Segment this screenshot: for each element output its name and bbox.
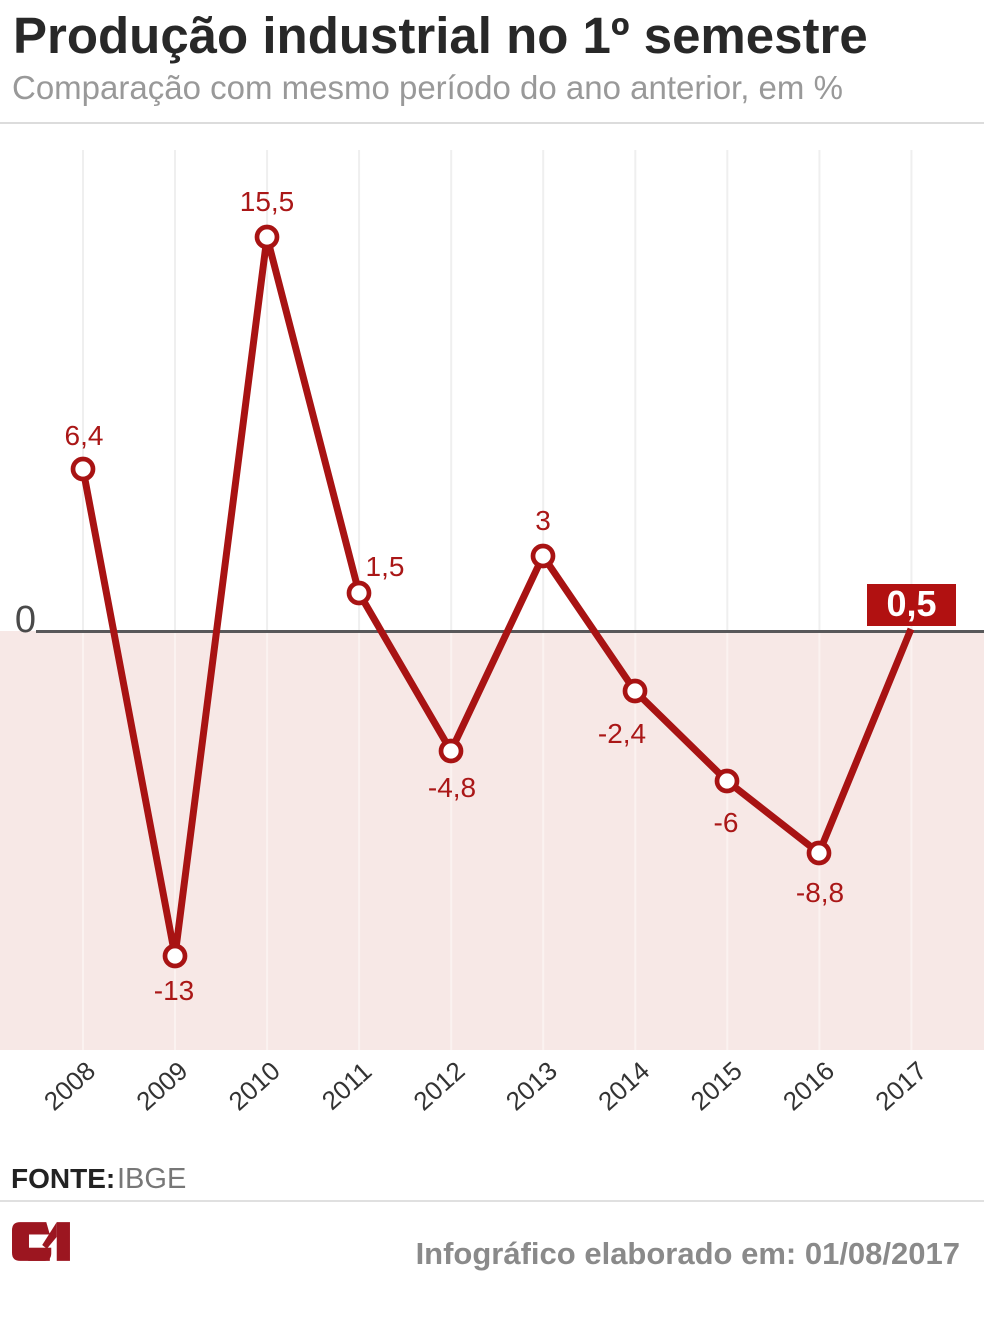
svg-text:15,5: 15,5 (240, 186, 295, 217)
svg-text:3: 3 (535, 505, 551, 536)
svg-text:0,5: 0,5 (886, 583, 936, 624)
svg-text:2013: 2013 (500, 1055, 563, 1116)
svg-text:-6: -6 (714, 807, 739, 838)
svg-text:2017: 2017 (869, 1055, 932, 1116)
svg-text:1,5: 1,5 (366, 551, 405, 582)
svg-text:-8,8: -8,8 (796, 877, 844, 908)
svg-text:-4,8: -4,8 (428, 772, 476, 803)
svg-text:-13: -13 (154, 975, 194, 1006)
svg-text:2012: 2012 (407, 1055, 470, 1116)
svg-text:6,4: 6,4 (65, 420, 104, 451)
svg-text:2011: 2011 (316, 1056, 378, 1116)
svg-text:2016: 2016 (777, 1055, 840, 1116)
svg-text:2014: 2014 (592, 1055, 655, 1116)
svg-text:0: 0 (15, 599, 36, 641)
svg-text:-2,4: -2,4 (598, 718, 646, 749)
svg-text:2010: 2010 (223, 1055, 286, 1116)
svg-text:2008: 2008 (38, 1055, 101, 1116)
svg-text:2015: 2015 (685, 1055, 748, 1116)
svg-text:2009: 2009 (130, 1055, 193, 1116)
